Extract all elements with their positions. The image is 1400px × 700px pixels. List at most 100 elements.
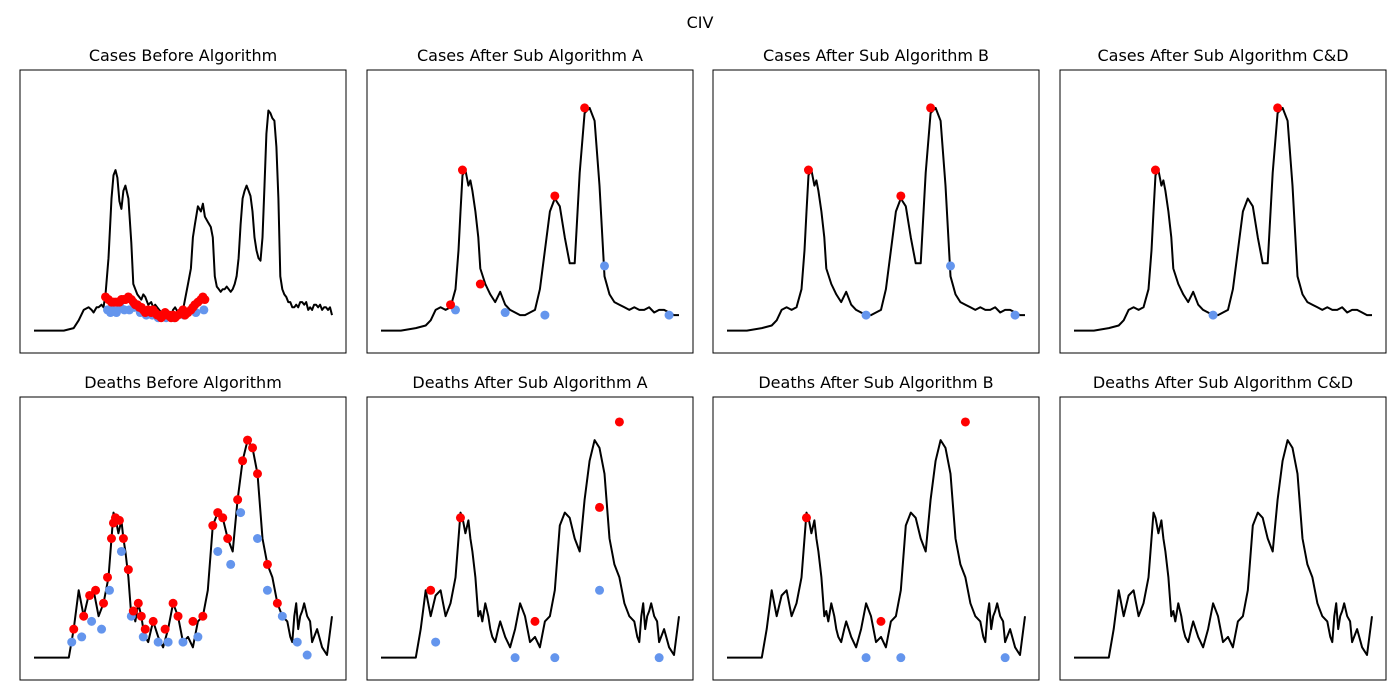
axes-frame xyxy=(366,69,694,354)
trough-point xyxy=(302,650,312,660)
axes-frame xyxy=(366,396,694,681)
panel-title: Deaths After Sub Algorithm C&D xyxy=(1093,373,1353,392)
panel-5: Deaths Before Algorithm xyxy=(19,373,347,681)
panel-7: Deaths After Sub Algorithm B xyxy=(712,373,1040,681)
trough-point xyxy=(600,261,609,271)
suptitle: CIV xyxy=(687,13,714,32)
trough-point xyxy=(178,637,188,647)
trough-point xyxy=(500,308,510,318)
trough-point xyxy=(896,653,906,663)
peak-point xyxy=(173,611,183,621)
peak-point xyxy=(136,611,146,621)
trough-point xyxy=(861,310,871,320)
trough-point xyxy=(226,559,236,569)
peak-point xyxy=(79,611,89,621)
trough-point xyxy=(292,637,302,647)
peak-point xyxy=(550,191,560,201)
series-line xyxy=(34,109,333,332)
peak-point xyxy=(272,598,282,608)
trough-point xyxy=(213,546,223,556)
panel-6: Deaths After Sub Algorithm A xyxy=(366,373,694,681)
peak-point xyxy=(128,606,138,616)
trough-point xyxy=(104,585,114,595)
peak-point xyxy=(85,590,95,600)
peak-point xyxy=(103,572,113,582)
panel-title: Deaths After Sub Algorithm A xyxy=(412,373,647,392)
trough-point xyxy=(510,653,520,663)
axes-frame xyxy=(19,396,347,681)
peak-point xyxy=(114,515,124,525)
trough-point xyxy=(946,261,955,271)
peak-point xyxy=(223,534,233,543)
peak-point xyxy=(198,611,208,621)
peak-point xyxy=(475,279,485,289)
peak-point xyxy=(530,616,540,626)
panel-title: Deaths Before Algorithm xyxy=(84,373,282,392)
series-line xyxy=(727,106,1025,332)
panel-8: Deaths After Sub Algorithm C&D xyxy=(1059,373,1387,681)
trough-point xyxy=(861,653,871,663)
axes-frame xyxy=(1059,69,1387,354)
peak-point xyxy=(106,534,116,543)
series-line xyxy=(1074,106,1372,332)
peak-point xyxy=(168,598,178,608)
trough-point xyxy=(1010,310,1020,320)
peak-point xyxy=(960,417,970,427)
trough-point xyxy=(431,637,441,647)
peak-point xyxy=(148,616,158,626)
trough-point xyxy=(77,632,87,642)
trough-point xyxy=(199,305,209,315)
peak-point xyxy=(91,585,101,595)
trough-point xyxy=(67,637,77,647)
axes-frame xyxy=(712,69,1040,354)
trough-point xyxy=(253,534,262,543)
peak-point xyxy=(801,513,811,523)
series-line xyxy=(381,439,680,659)
peak-point xyxy=(926,103,936,113)
peak-point xyxy=(233,495,243,505)
trough-point xyxy=(163,637,173,647)
peak-point xyxy=(140,624,150,634)
peak-point xyxy=(455,513,465,523)
peak-point xyxy=(426,585,436,595)
peak-point xyxy=(457,165,467,175)
peak-point xyxy=(1273,103,1283,113)
trough-point xyxy=(664,310,674,320)
peak-point xyxy=(118,534,128,543)
series-line xyxy=(727,439,1026,659)
panel-1: Cases Before Algorithm xyxy=(19,46,347,354)
peak-point xyxy=(218,513,228,523)
peak-point xyxy=(238,456,248,466)
series-line xyxy=(381,106,679,332)
peak-point xyxy=(69,624,79,634)
peak-point xyxy=(243,435,253,445)
peak-point xyxy=(99,598,109,608)
trough-point xyxy=(193,632,203,642)
peak-point xyxy=(133,598,143,608)
trough-point xyxy=(654,653,664,663)
axes-frame xyxy=(712,396,1040,681)
peak-point xyxy=(262,559,272,569)
peak-point xyxy=(803,165,813,175)
peak-point xyxy=(595,502,605,512)
panel-title: Cases After Sub Algorithm A xyxy=(417,46,643,65)
axes-frame xyxy=(1059,396,1387,681)
trough-point xyxy=(277,611,287,621)
series-line xyxy=(34,439,333,659)
trough-point xyxy=(595,585,605,595)
trough-point xyxy=(97,624,107,634)
peak-point xyxy=(248,443,258,453)
peak-point xyxy=(188,616,198,626)
peak-point xyxy=(580,103,590,113)
series-line xyxy=(1074,439,1373,659)
panel-title: Deaths After Sub Algorithm B xyxy=(758,373,993,392)
peak-point xyxy=(208,521,218,531)
peak-point xyxy=(876,616,886,626)
trough-point xyxy=(262,585,272,595)
panel-2: Cases After Sub Algorithm A xyxy=(366,46,694,354)
peak-point xyxy=(253,469,262,479)
peak-point xyxy=(1150,165,1160,175)
trough-point xyxy=(1208,310,1218,320)
peak-point xyxy=(123,565,133,575)
trough-point xyxy=(87,616,97,626)
